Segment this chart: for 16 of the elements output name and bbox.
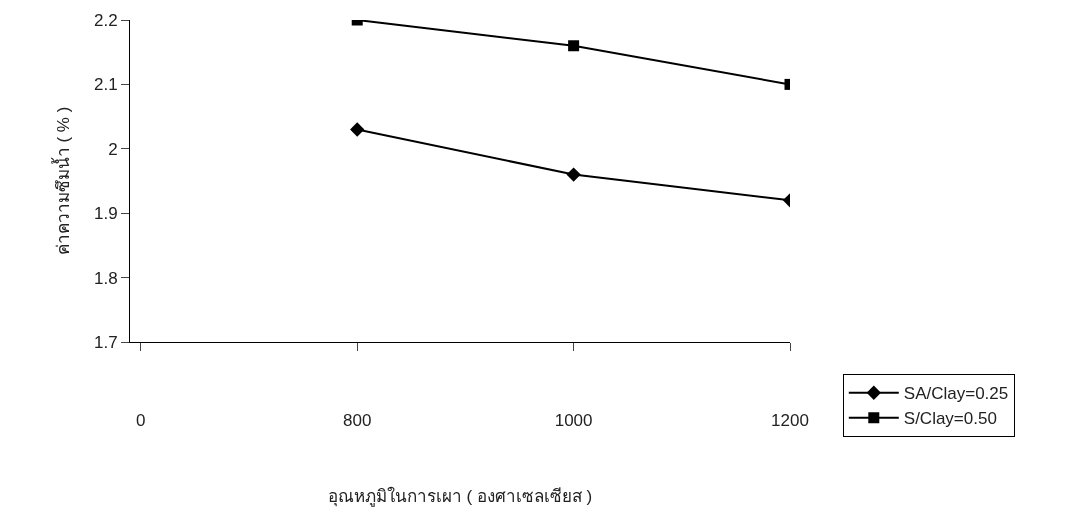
y-tick-label: 2.1 xyxy=(93,75,118,95)
y-tick-label: 2.2 xyxy=(93,10,118,30)
point xyxy=(566,167,581,182)
y-tick-label: 1.9 xyxy=(93,204,118,224)
x-tick-label: 1000 xyxy=(554,411,593,431)
legend-label: S/Clay=0.50 xyxy=(903,409,997,429)
y-axis-title: ค่าความซึมน้ำ ( % ) xyxy=(50,106,73,256)
y-tick-label: 2 xyxy=(108,139,118,159)
x-tick-label: 1200 xyxy=(771,411,809,431)
y-tick-label: 1.7 xyxy=(93,332,118,352)
legend-label: SA/Clay=0.25 xyxy=(903,384,1009,404)
point xyxy=(350,122,365,137)
y-tick-label: 1.8 xyxy=(93,268,118,288)
x-tick-label: 0 xyxy=(136,411,146,431)
x-tick-label: 800 xyxy=(343,411,372,431)
x-axis-title: อุณหภูมิในการเผา ( องศาเซลเซียส ) xyxy=(327,485,593,507)
